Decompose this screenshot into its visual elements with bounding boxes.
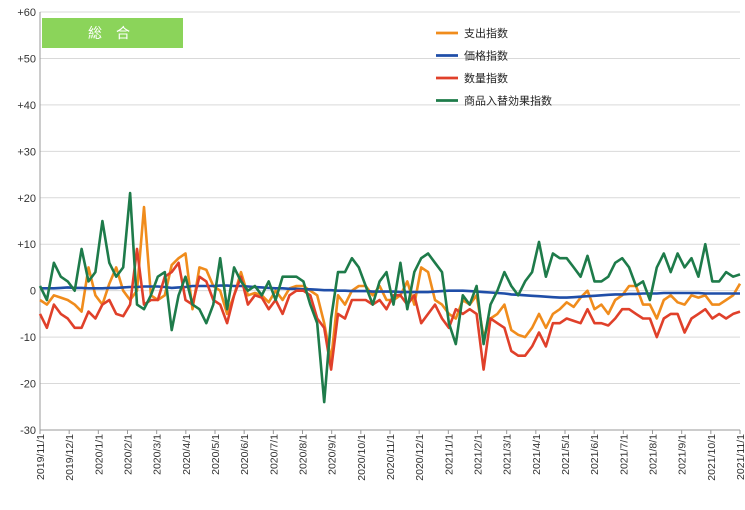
x-tick-label: 2021/7/1 (618, 434, 630, 475)
x-tick-label: 2020/7/1 (268, 434, 280, 475)
y-tick-label: +50 (17, 53, 36, 65)
x-tick-label: 2020/2/1 (123, 434, 135, 475)
x-tick-label: 2019/11/1 (35, 434, 47, 480)
x-tick-label: 2021/9/1 (677, 434, 689, 475)
x-tick-label: 2021/8/1 (648, 434, 660, 475)
series-line (38, 191, 741, 404)
y-tick-label: +10 (17, 239, 36, 251)
x-tick-label: 2020/8/1 (298, 434, 310, 475)
x-tick-label: 2021/2/1 (473, 434, 485, 475)
x-tick-label: 2020/1/1 (93, 434, 105, 475)
legend-label: 支出指数 (464, 26, 508, 40)
y-tick-label: -20 (20, 379, 36, 391)
x-tick-label: 2021/11/1 (735, 434, 745, 480)
legend-label: 数量指数 (464, 71, 508, 85)
x-tick-label: 2020/11/1 (385, 434, 397, 480)
chart-badge-background (42, 18, 183, 48)
legend-label: 価格指数 (464, 49, 508, 63)
x-tick-label: 2020/10/1 (356, 434, 368, 481)
x-tick-label: 2020/12/1 (414, 434, 426, 481)
series-line (38, 247, 741, 371)
chart-badge: 総合 (42, 18, 183, 48)
x-tick-label: 2021/1/1 (443, 434, 455, 475)
x-tick-label: 2019/12/1 (64, 434, 76, 481)
x-tick-label: 2020/3/1 (152, 434, 164, 475)
y-tick-label: +40 (17, 100, 36, 112)
x-tick-label: 2021/5/1 (560, 434, 572, 475)
chart-badge-label: 総合 (88, 25, 144, 41)
x-tick-label: 2020/9/1 (327, 434, 339, 475)
x-tick-label: 2020/4/1 (181, 434, 193, 475)
legend-label: 商品入替効果指数 (464, 94, 552, 108)
x-tick-label: 2021/3/1 (502, 434, 514, 475)
x-tick-label: 2021/6/1 (589, 434, 601, 475)
y-tick-label: -10 (20, 332, 36, 344)
x-tick-label: 2020/5/1 (210, 434, 222, 475)
y-tick-label: +20 (17, 193, 36, 205)
x-tick-label: 2020/6/1 (239, 434, 251, 475)
x-tick-label: 2021/4/1 (531, 434, 543, 475)
y-tick-label: +60 (17, 7, 36, 19)
y-tick-label: -30 (20, 425, 36, 437)
y-tick-label: +30 (17, 146, 36, 158)
x-axis-ticks: 2019/11/1 2019/12/1 2020/1/1 2020/2/1 2020/3… (35, 430, 745, 481)
x-tick-label: 2021/10/1 (706, 434, 718, 481)
series-lines (38, 191, 742, 404)
y-tick-label: 0 (30, 286, 36, 298)
y-axis-ticks: +60 +50 +40 +30 +20 +10 0 -10 -20 -30 (17, 7, 36, 437)
